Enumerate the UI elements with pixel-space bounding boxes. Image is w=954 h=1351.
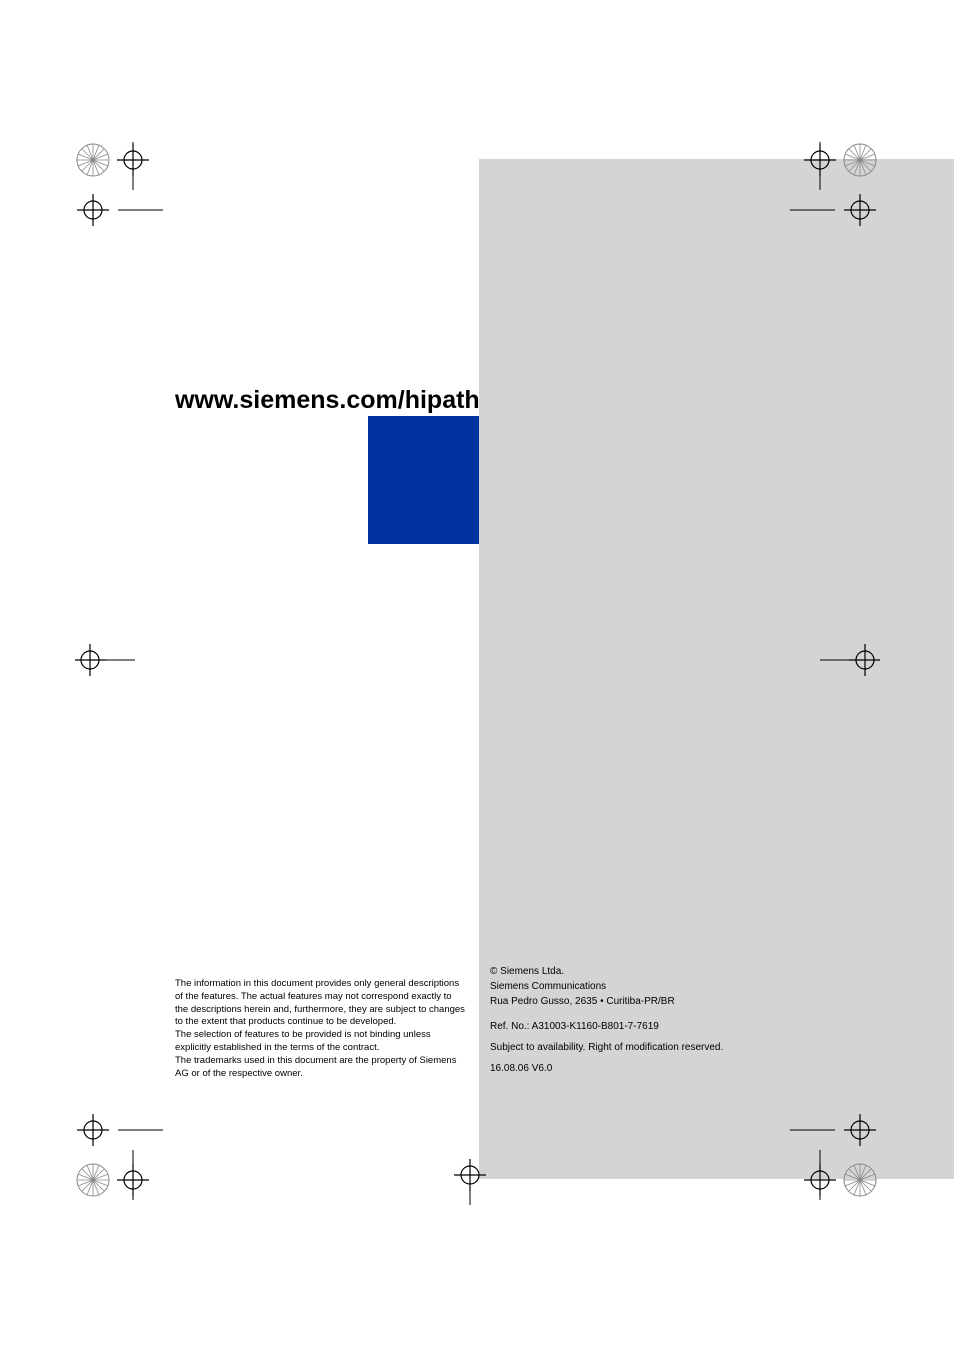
- document-page: www.siemens.com/hipath The information i…: [0, 0, 954, 1351]
- url-heading: www.siemens.com/hipath: [175, 386, 480, 415]
- regmark-mid-right: [820, 640, 880, 685]
- company-line: Siemens Communications: [490, 979, 820, 994]
- disclaimer-text: The information in this document provide…: [175, 978, 465, 1081]
- address-line: Rua Pedro Gusso, 2635 • Curitiba-PR/BR: [490, 994, 820, 1009]
- ref-number: Ref. No.: A31003-K1160-B801-7-7619: [490, 1019, 820, 1034]
- publisher-info: © Siemens Ltda. Siemens Communications R…: [490, 964, 820, 1082]
- regmark-top-left: [73, 130, 173, 245]
- regmark-bottom-left: [73, 1100, 173, 1215]
- regmark-top-right: [780, 130, 880, 245]
- regmark-bottom-right: [780, 1100, 880, 1215]
- disclaimer-p2: The selection of features to be provided…: [175, 1029, 431, 1053]
- blue-accent-box: [368, 416, 479, 544]
- disclaimer-p3: The trademarks used in this document are…: [175, 1055, 456, 1079]
- availability-line: Subject to availability. Right of modifi…: [490, 1040, 820, 1055]
- copyright-line: © Siemens Ltda.: [490, 964, 820, 979]
- version-line: 16.08.06 V6.0: [490, 1061, 820, 1076]
- regmark-bottom-center: [445, 1155, 495, 1210]
- regmark-mid-left: [75, 640, 135, 685]
- disclaimer-p1: The information in this document provide…: [175, 978, 465, 1027]
